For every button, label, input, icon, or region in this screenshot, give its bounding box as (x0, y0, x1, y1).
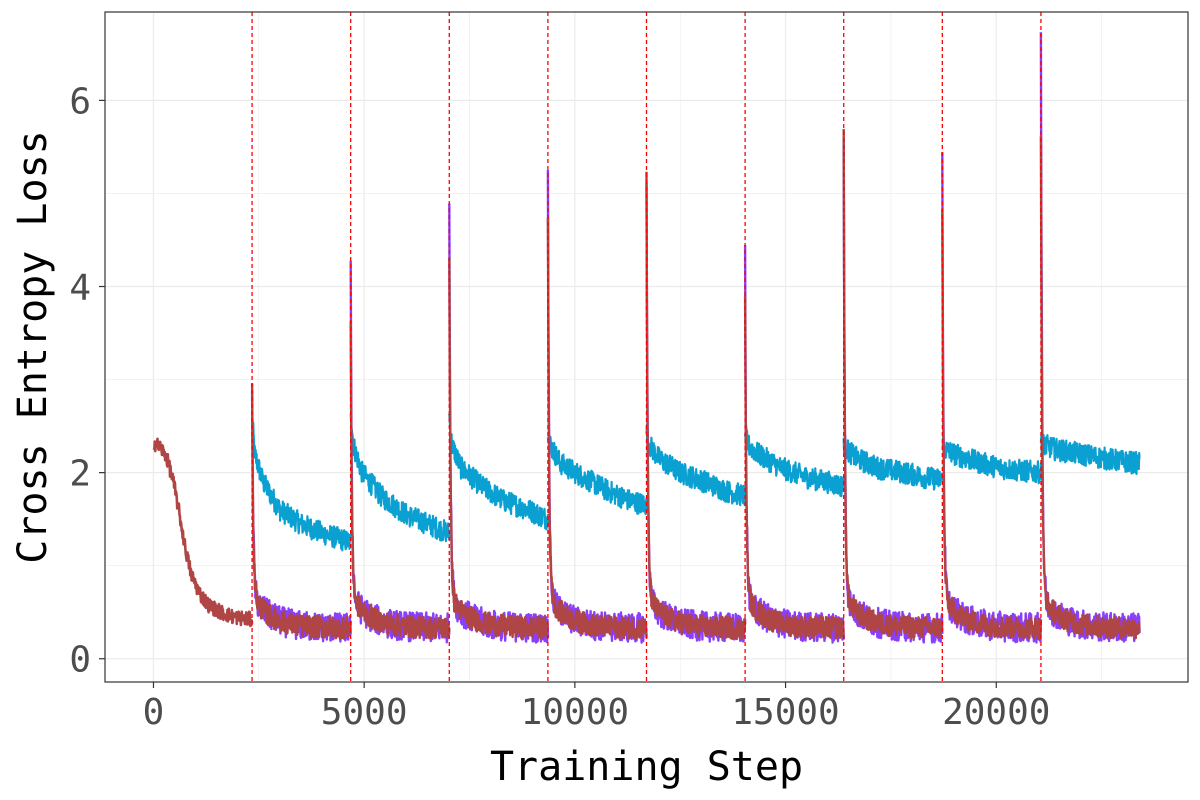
blue-series-segment-9 (1039, 434, 1141, 476)
blue-series-segment-4 (546, 434, 648, 516)
y-tick-label: 0 (69, 640, 91, 681)
blue-series-segment-1 (251, 413, 352, 552)
purple-series-segment-9 (1039, 32, 1141, 643)
red-series-segment-6 (743, 295, 845, 640)
plot-panel-border (104, 11, 1189, 683)
blue-series-segment-6 (744, 422, 845, 498)
purple-series-segment-4 (546, 169, 648, 644)
y-tick-label: 4 (69, 268, 91, 309)
blue-series-segment-7 (842, 434, 944, 491)
blue-series-segment-8 (941, 436, 1042, 485)
y-axis-title: Cross Entropy Loss (10, 130, 56, 563)
x-tick-label: 15000 (731, 692, 839, 733)
purple-series-segment-5 (645, 183, 747, 643)
purple-series-segment-2 (349, 260, 451, 644)
x-tick-label: 20000 (942, 692, 1050, 733)
blue-series-segment-2 (349, 413, 451, 543)
red-series-initial (152, 437, 254, 628)
series-layer (152, 32, 1141, 644)
x-tick-label: 0 (143, 692, 165, 733)
red-series-segment-3 (448, 257, 550, 640)
red-series-segment-4 (546, 217, 648, 640)
blue-series-segment-5 (645, 423, 747, 507)
x-tick-label: 5000 (321, 692, 408, 733)
axis-ticks: 0 5000 10000 15000 20000 0 2 4 6 (69, 81, 1050, 733)
y-tick-label: 6 (69, 81, 91, 122)
red-series-segment-7 (842, 128, 944, 640)
y-tick-label: 2 (69, 454, 91, 495)
red-series-segment-1 (250, 383, 352, 640)
red-series-segment-2 (349, 321, 451, 640)
x-tick-label: 10000 (521, 692, 629, 733)
purple-series-segment-3 (448, 203, 550, 644)
red-series-segment-8 (941, 209, 1043, 640)
blue-series-segment-3 (448, 413, 549, 531)
purple-series-segment-7 (842, 139, 944, 644)
purple-series-segment-8 (941, 152, 1042, 644)
red-series-segment-9 (1039, 136, 1141, 640)
x-axis-title: Training Step (490, 744, 803, 790)
red-series-segment-5 (645, 171, 747, 640)
